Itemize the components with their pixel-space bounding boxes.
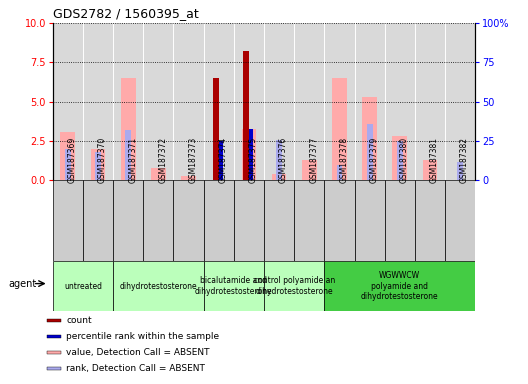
Bar: [324, 23, 354, 180]
Bar: [272, 174, 287, 180]
Bar: [121, 78, 136, 180]
Text: GSM187382: GSM187382: [460, 137, 469, 183]
Bar: [234, 23, 264, 180]
Text: untreated: untreated: [64, 281, 102, 291]
Bar: [113, 261, 204, 311]
Bar: [143, 23, 174, 180]
Text: GSM187378: GSM187378: [340, 137, 348, 183]
Text: rank, Detection Call = ABSENT: rank, Detection Call = ABSENT: [66, 364, 205, 372]
Bar: [385, 23, 415, 180]
Bar: [422, 160, 437, 180]
Bar: [445, 180, 475, 261]
Text: count: count: [66, 316, 92, 325]
Bar: [294, 23, 324, 180]
Bar: [61, 132, 76, 180]
Bar: [53, 23, 83, 180]
Bar: [219, 141, 223, 180]
Bar: [264, 261, 324, 311]
Bar: [174, 23, 204, 180]
Bar: [302, 160, 317, 180]
Bar: [457, 162, 463, 180]
Text: control polyamide an
dihydrotestosterone: control polyamide an dihydrotestosterone: [253, 276, 335, 296]
Text: GSM187381: GSM187381: [430, 137, 439, 183]
Text: GSM187375: GSM187375: [249, 137, 258, 183]
Bar: [397, 141, 403, 180]
Bar: [53, 261, 113, 311]
Text: value, Detection Call = ABSENT: value, Detection Call = ABSENT: [66, 348, 210, 357]
Bar: [125, 130, 131, 180]
Bar: [46, 319, 61, 322]
Bar: [65, 149, 71, 180]
Bar: [113, 23, 143, 180]
Text: GSM187369: GSM187369: [68, 137, 77, 183]
Bar: [392, 136, 407, 180]
Bar: [143, 180, 174, 261]
Bar: [445, 23, 475, 180]
Bar: [91, 149, 106, 180]
Bar: [336, 165, 342, 180]
Bar: [294, 180, 324, 261]
Bar: [181, 176, 196, 180]
Text: GDS2782 / 1560395_at: GDS2782 / 1560395_at: [53, 7, 199, 20]
Bar: [151, 168, 166, 180]
Bar: [332, 78, 347, 180]
Text: GSM187373: GSM187373: [188, 137, 197, 183]
Bar: [243, 51, 249, 180]
Text: GSM187380: GSM187380: [400, 137, 409, 183]
Bar: [174, 180, 204, 261]
Text: agent: agent: [8, 278, 36, 289]
Bar: [324, 261, 475, 311]
Bar: [362, 97, 377, 180]
Bar: [234, 180, 264, 261]
Bar: [83, 23, 113, 180]
Text: bicalutamide and
dihydrotestosterone: bicalutamide and dihydrotestosterone: [195, 276, 272, 296]
Bar: [204, 261, 264, 311]
Bar: [213, 78, 219, 180]
Bar: [249, 129, 253, 180]
Bar: [46, 351, 61, 354]
Bar: [83, 180, 113, 261]
Text: percentile rank within the sample: percentile rank within the sample: [66, 332, 219, 341]
Text: GSM187372: GSM187372: [158, 137, 167, 183]
Bar: [366, 124, 372, 180]
Text: GSM187370: GSM187370: [98, 137, 107, 183]
Bar: [354, 23, 385, 180]
Bar: [264, 180, 294, 261]
Bar: [204, 23, 234, 180]
Bar: [264, 23, 294, 180]
Bar: [95, 152, 101, 180]
Text: GSM187376: GSM187376: [279, 137, 288, 183]
Bar: [415, 23, 445, 180]
Bar: [415, 180, 445, 261]
Bar: [46, 335, 61, 338]
Bar: [53, 180, 83, 261]
Text: WGWWCW
polyamide and
dihydrotestosterone: WGWWCW polyamide and dihydrotestosterone: [361, 271, 439, 301]
Bar: [276, 139, 282, 180]
Bar: [46, 367, 61, 369]
Bar: [113, 180, 143, 261]
Bar: [324, 180, 354, 261]
Bar: [204, 180, 234, 261]
Text: GSM187379: GSM187379: [370, 137, 379, 183]
Bar: [354, 180, 385, 261]
Text: GSM187377: GSM187377: [309, 137, 318, 183]
Bar: [385, 180, 415, 261]
Text: GSM187374: GSM187374: [219, 137, 228, 183]
Text: dihydrotestosterone: dihydrotestosterone: [119, 281, 197, 291]
Text: GSM187371: GSM187371: [128, 137, 137, 183]
Bar: [241, 129, 256, 180]
